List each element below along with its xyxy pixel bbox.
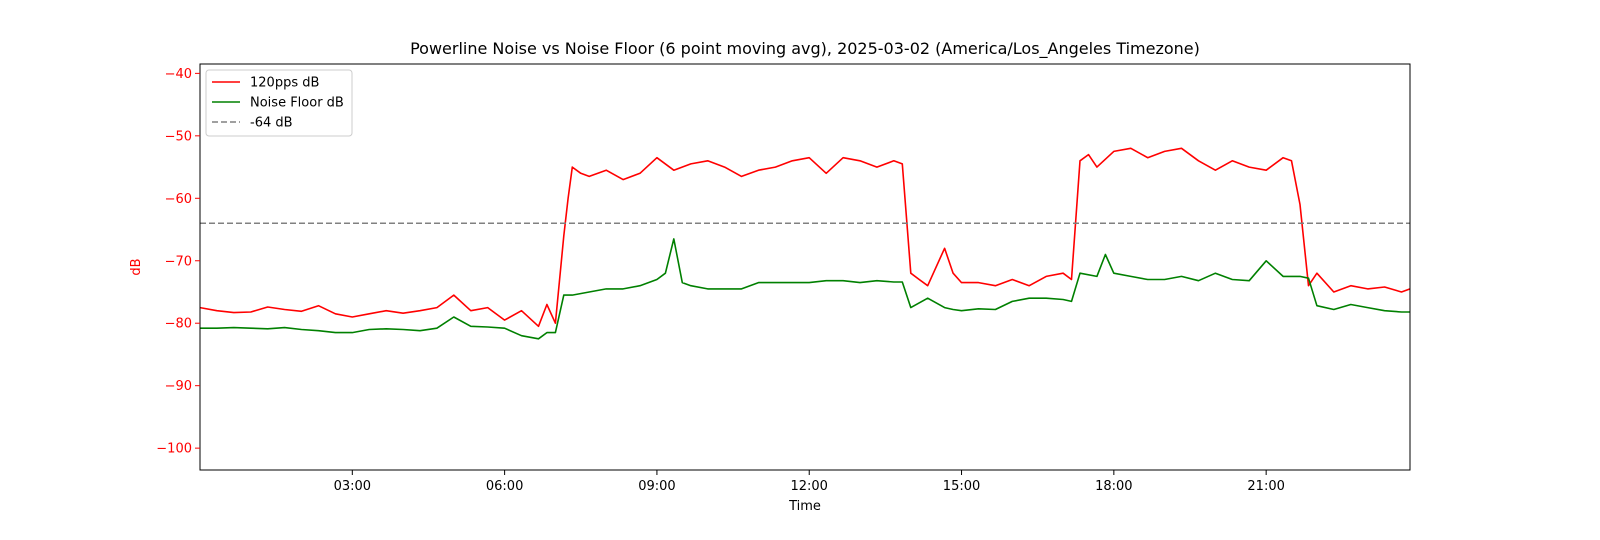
y-tick-label: −90 xyxy=(165,379,192,394)
series-line-1 xyxy=(200,238,1410,340)
x-tick-label: 12:00 xyxy=(790,479,827,494)
x-tick-label: 09:00 xyxy=(638,479,675,494)
y-tick-label: −80 xyxy=(165,317,192,332)
y-tick-label: −100 xyxy=(156,442,192,457)
x-tick-label: 15:00 xyxy=(943,479,980,494)
y-tick-label: −40 xyxy=(165,67,192,82)
axes: 03:00 06:00 09:00 12:00 15:00 18:00 21:00 −40 −5… xyxy=(156,67,1285,494)
legend-label: -64 dB xyxy=(250,116,293,131)
plot-area xyxy=(200,147,1410,340)
chart-title: Powerline Noise vs Noise Floor (6 point … xyxy=(410,39,1200,59)
y-tick-label: −50 xyxy=(165,129,192,144)
x-tick-label: 06:00 xyxy=(486,479,523,494)
y-tick-label: −60 xyxy=(165,192,192,207)
x-tick-label: 21:00 xyxy=(1247,479,1284,494)
series-line-0 xyxy=(200,147,1410,328)
y-tick-label: −70 xyxy=(165,254,192,269)
y-axis-label: dB xyxy=(129,258,144,275)
legend-label: 120pps dB xyxy=(250,76,319,91)
legend-box xyxy=(205,69,353,137)
x-axis-label: Time xyxy=(788,499,821,514)
plot-frame xyxy=(199,63,1411,471)
legend: 120pps dB Noise Floor dB -64 dB xyxy=(205,69,353,137)
legend-label: Noise Floor dB xyxy=(250,96,344,111)
x-tick-label: 18:00 xyxy=(1095,479,1132,494)
x-tick-label: 03:00 xyxy=(334,479,371,494)
